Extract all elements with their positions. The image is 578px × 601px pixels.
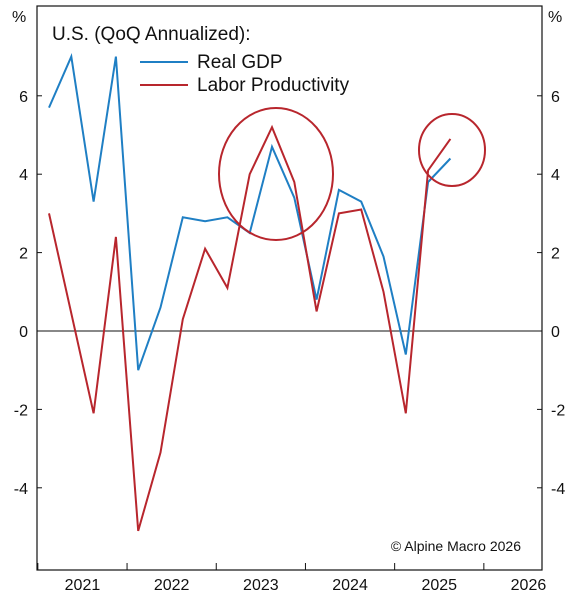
series-line-labor-productivity [48, 124, 452, 532]
legend-label-real-gdp: Real GDP [197, 52, 283, 73]
y-unit-right: % [548, 9, 562, 26]
x-tick-label: 2023 [243, 577, 279, 594]
legend-label-labor-productivity: Labor Productivity [197, 75, 350, 96]
y-tick-label-right: -2 [551, 402, 565, 419]
legend: Real GDP Labor Productivity [140, 52, 350, 96]
y-tick-label-left: 2 [19, 246, 28, 263]
y-axis-left: -4 -2 0 2 4 6 [14, 89, 42, 498]
chart-title: U.S. (QoQ Annualized): [52, 24, 251, 45]
y-tick-label-right: 2 [551, 246, 560, 263]
y-tick-label-left: 4 [19, 167, 28, 184]
x-tick-label: 2024 [332, 577, 368, 594]
annotation-circle-2025 [418, 113, 486, 187]
y-tick-label-left: 0 [19, 324, 28, 341]
y-tick-label-left: 6 [19, 89, 28, 106]
y-axis-right: -4 -2 0 2 4 6 [537, 89, 565, 498]
y-tick-label-right: 6 [551, 89, 560, 106]
y-tick-label-right: 4 [551, 167, 560, 184]
y-unit-left: % [12, 9, 26, 26]
x-axis: 2021 2022 2023 2024 2025 2026 [37, 563, 547, 594]
plot-frame [36, 5, 543, 571]
y-tick-label-right: -4 [551, 481, 565, 498]
credit: © Alpine Macro 2026 [391, 538, 521, 554]
annotation-circle-2023 [218, 107, 334, 241]
x-tick-label: 2026 [511, 577, 547, 594]
series-layer [48, 53, 452, 532]
x-tick-label: 2025 [421, 577, 457, 594]
x-tick-label: 2021 [65, 577, 101, 594]
y-tick-label-left: -2 [14, 402, 28, 419]
y-tick-label-left: -4 [14, 481, 28, 498]
x-tick-label: 2022 [154, 577, 190, 594]
y-tick-label-right: 0 [551, 324, 560, 341]
